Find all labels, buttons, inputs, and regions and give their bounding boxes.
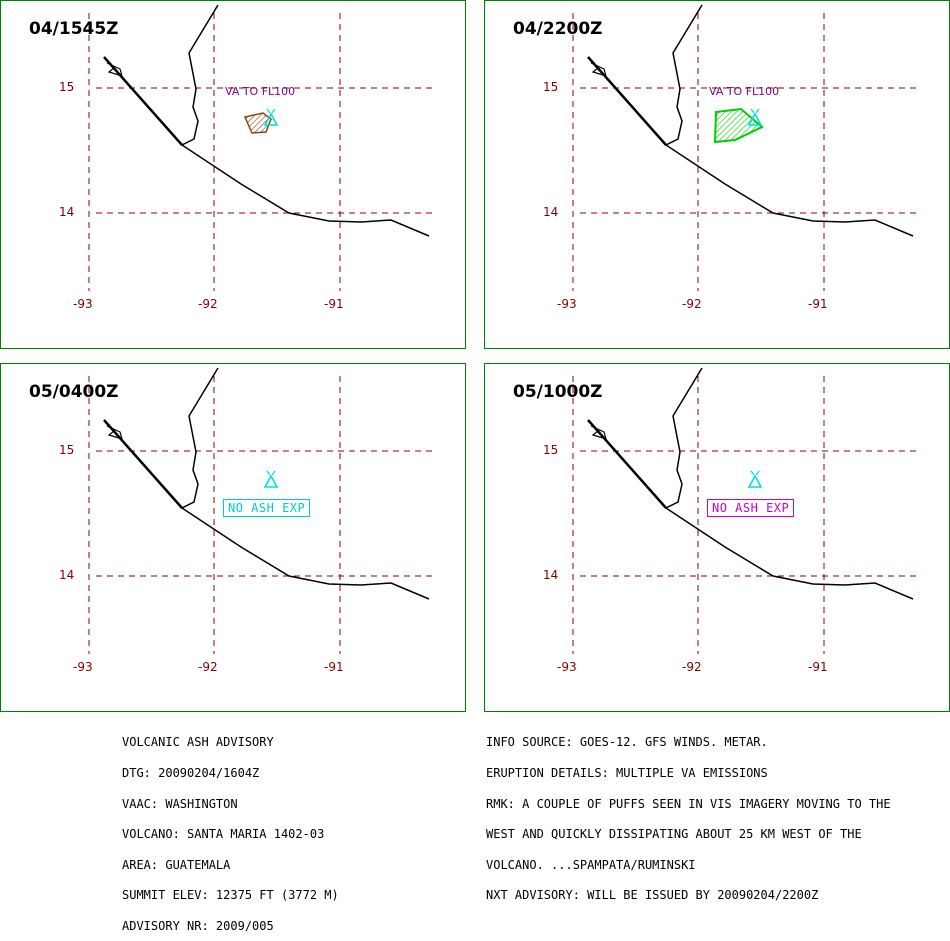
panel-timestamp: 04/1545Z [29, 19, 119, 39]
map-panel-3: 05/0400Z 15 14 -93 -92 -91 NO ASH EXP [0, 363, 466, 712]
grid-lines [88, 13, 437, 291]
advisory-line: ERUPTION DETAILS: MULTIPLE VA EMISSIONS [486, 766, 768, 780]
ash-cloud-polygon [713, 107, 764, 144]
map-canvas [88, 4, 437, 291]
grid-lines [572, 376, 921, 654]
longitude-label: -92 [682, 660, 702, 674]
longitude-label: -92 [682, 297, 702, 311]
advisory-line: SUMMIT ELEV: 12375 FT (3772 M) [122, 888, 339, 903]
panel-timestamp: 05/0400Z [29, 382, 119, 402]
ash-cloud-polygon [243, 112, 272, 134]
coastline [664, 4, 914, 237]
advisory-line: RMK: A COUPLE OF PUFFS SEEN IN VIS IMAGE… [486, 796, 891, 811]
map-panel-1: 04/1545Z 15 14 -93 -92 -91 VA TO FL100 [0, 0, 466, 349]
advisory-text-right: INFO SOURCE: GOES-12. GFS WINDS. METAR. … [486, 717, 891, 911]
latitude-label: 15 [543, 80, 559, 94]
coastline [180, 367, 430, 600]
volcano-icon [747, 470, 763, 488]
coastal-inlet [106, 425, 123, 440]
map-canvas [88, 367, 437, 654]
grid-lines [88, 376, 437, 654]
latitude-label: 14 [543, 205, 559, 219]
advisory-line: NXT ADVISORY: WILL BE ISSUED BY 20090204… [486, 888, 819, 903]
advisory-line: VOLCANO. ...SPAMPATA/RUMINSKI [486, 857, 696, 872]
volcano-icon [747, 108, 763, 126]
longitude-label: -93 [73, 297, 93, 311]
map-canvas [572, 367, 921, 654]
longitude-label: -92 [198, 660, 218, 674]
advisory-line: INFO SOURCE: GOES-12. GFS WINDS. METAR. [486, 735, 768, 750]
latitude-label: 15 [59, 443, 75, 457]
no-ash-expected-box: NO ASH EXP [223, 499, 311, 517]
longitude-label: -93 [73, 660, 93, 674]
shoreline [103, 419, 183, 509]
panel-timestamp: 04/2200Z [513, 19, 603, 39]
advisory-line: WEST AND QUICKLY DISSIPATING ABOUT 25 KM… [486, 827, 862, 842]
shoreline [587, 419, 667, 509]
ash-height-label: VA TO FL100 [225, 85, 296, 98]
volcano-icon [263, 470, 279, 488]
longitude-label: -91 [808, 297, 828, 311]
coastline [664, 367, 914, 600]
panel-timestamp: 05/1000Z [513, 382, 603, 402]
latitude-label: 15 [59, 80, 75, 94]
map-canvas [572, 4, 921, 291]
ash-height-label: VA TO FL100 [709, 85, 780, 98]
latitude-label: 15 [543, 443, 559, 457]
latitude-label: 14 [543, 568, 559, 582]
advisory-line: DTG: 20090204/1604Z [122, 766, 260, 780]
latitude-label: 14 [59, 568, 75, 582]
coastal-inlet [106, 62, 123, 77]
coastline [180, 4, 430, 237]
shoreline [587, 56, 667, 146]
longitude-label: -93 [557, 297, 577, 311]
longitude-label: -91 [808, 660, 828, 674]
longitude-label: -91 [324, 297, 344, 311]
advisory-line: VOLCANO: SANTA MARIA 1402-03 [122, 827, 325, 842]
map-panel-4: 05/1000Z 15 14 -93 -92 -91 NO ASH EXP [484, 363, 950, 712]
coastal-inlet [590, 425, 607, 440]
map-panel-2: 04/2200Z 15 14 -93 -92 -91 VA TO FL100 [484, 0, 950, 349]
shoreline [103, 56, 183, 146]
advisory-line: VAAC: WASHINGTON [122, 796, 238, 811]
longitude-label: -93 [557, 660, 577, 674]
latitude-label: 14 [59, 205, 75, 219]
grid-lines [572, 13, 921, 291]
no-ash-expected-box: NO ASH EXP [707, 499, 795, 517]
advisory-line: ADVISORY NR: 2009/005 [122, 918, 274, 933]
longitude-label: -91 [324, 660, 344, 674]
advisory-line: VOLCANIC ASH ADVISORY [122, 735, 274, 750]
longitude-label: -92 [198, 297, 218, 311]
coastal-inlet [590, 62, 607, 77]
advisory-line: AREA: GUATEMALA [122, 857, 231, 872]
volcano-icon [263, 108, 279, 126]
advisory-text-left: VOLCANIC ASH ADVISORY DTG: 20090204/1604… [122, 717, 339, 941]
